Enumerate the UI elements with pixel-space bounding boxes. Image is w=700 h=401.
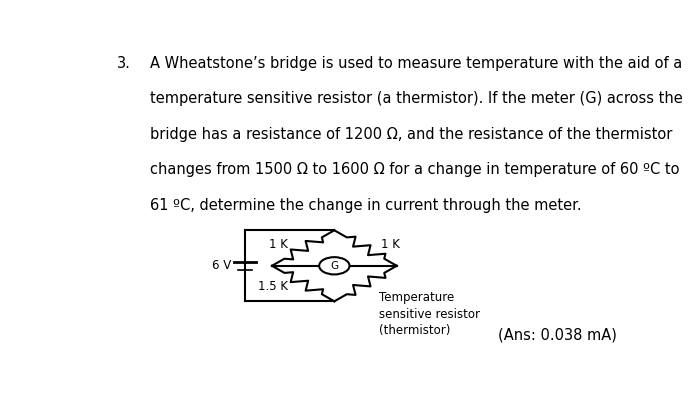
Text: 1 K: 1 K (269, 238, 288, 251)
Text: changes from 1500 Ω to 1600 Ω for a change in temperature of 60 ºC to: changes from 1500 Ω to 1600 Ω for a chan… (150, 162, 680, 177)
Text: Temperature
sensitive resistor
(thermistor): Temperature sensitive resistor (thermist… (379, 291, 480, 337)
Text: A Wheatstone’s bridge is used to measure temperature with the aid of a: A Wheatstone’s bridge is used to measure… (150, 56, 682, 71)
Text: bridge has a resistance of 1200 Ω, and the resistance of the thermistor: bridge has a resistance of 1200 Ω, and t… (150, 127, 672, 142)
Text: G: G (330, 261, 338, 271)
Text: 1.5 K: 1.5 K (258, 280, 288, 293)
Text: 6 V: 6 V (212, 259, 231, 272)
Circle shape (319, 257, 349, 274)
Text: 3.: 3. (118, 56, 131, 71)
Text: 61 ºC, determine the change in current through the meter.: 61 ºC, determine the change in current t… (150, 198, 582, 213)
Text: (Ans: 0.038 mA): (Ans: 0.038 mA) (498, 328, 617, 342)
Text: temperature sensitive resistor (a thermistor). If the meter (G) across the: temperature sensitive resistor (a thermi… (150, 91, 682, 106)
Text: 1 K: 1 K (381, 238, 400, 251)
